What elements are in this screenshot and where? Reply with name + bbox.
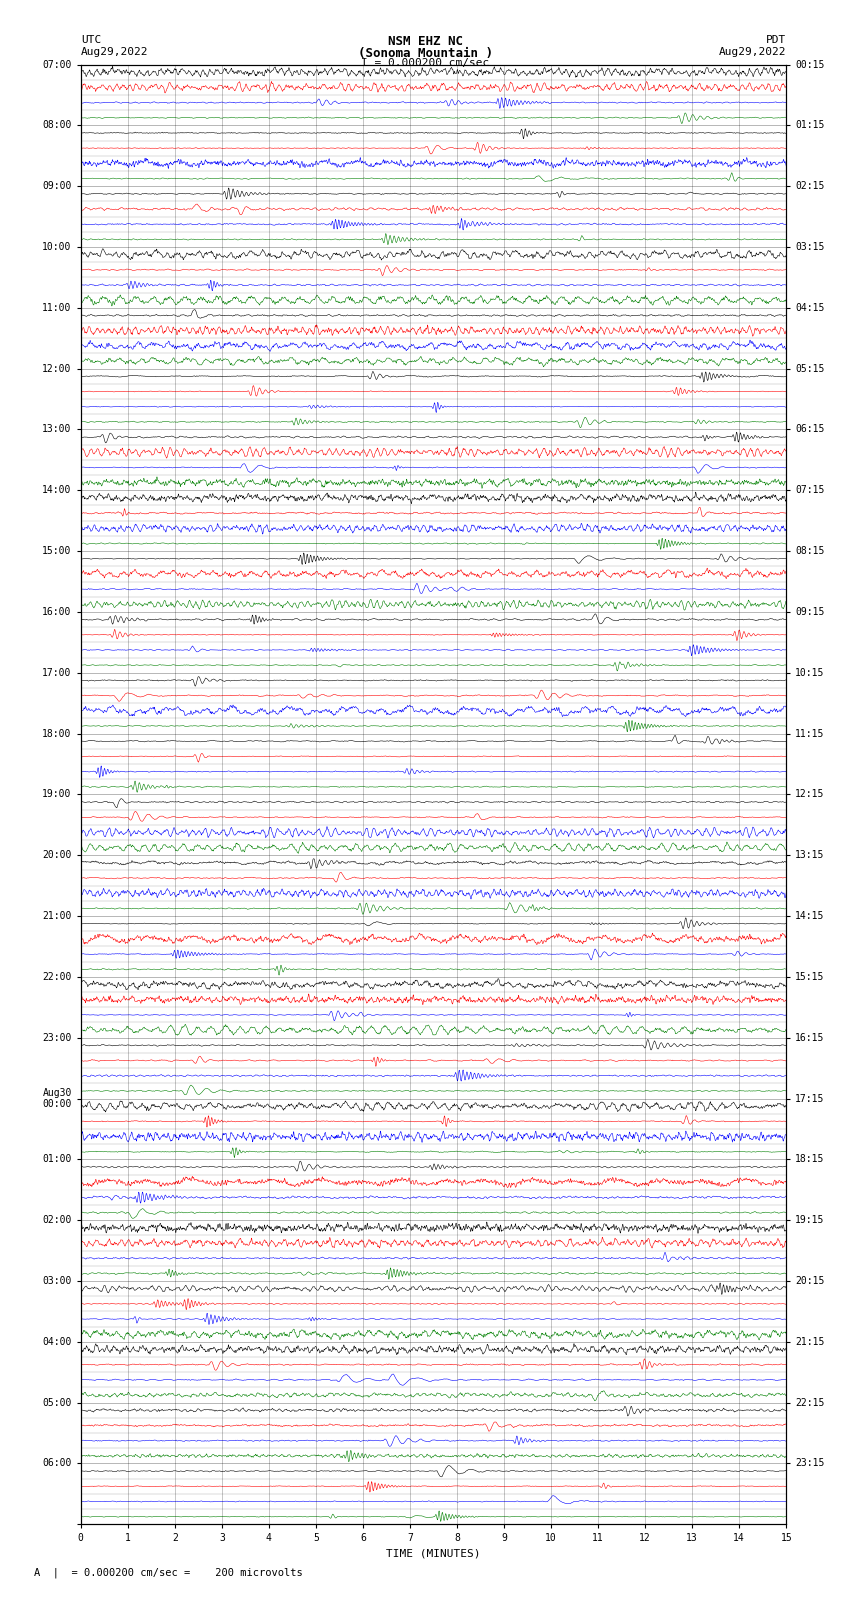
Text: PDT: PDT: [766, 35, 786, 45]
Text: Aug29,2022: Aug29,2022: [81, 47, 148, 56]
Text: UTC: UTC: [81, 35, 101, 45]
Text: I = 0.000200 cm/sec: I = 0.000200 cm/sec: [361, 58, 489, 68]
X-axis label: TIME (MINUTES): TIME (MINUTES): [386, 1548, 481, 1558]
Text: (Sonoma Mountain ): (Sonoma Mountain ): [358, 47, 492, 60]
Text: A  |  = 0.000200 cm/sec =    200 microvolts: A | = 0.000200 cm/sec = 200 microvolts: [34, 1566, 303, 1578]
Text: NSM EHZ NC: NSM EHZ NC: [388, 35, 462, 48]
Text: Aug29,2022: Aug29,2022: [719, 47, 786, 56]
